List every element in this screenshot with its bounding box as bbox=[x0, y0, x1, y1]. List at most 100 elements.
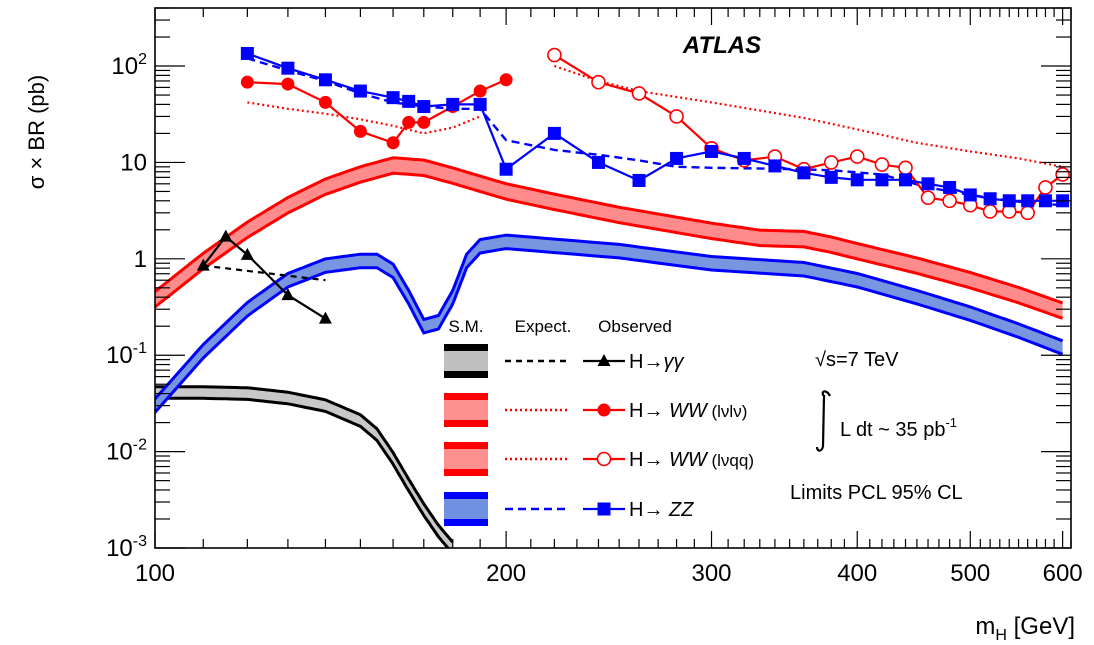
expected-line-h-ww-l-l bbox=[247, 101, 481, 135]
y-tick-label: 10 bbox=[120, 149, 147, 176]
observed-point-h-ww-l-qq bbox=[823, 155, 839, 170]
observed-point-h-zz bbox=[850, 173, 864, 187]
sm-band-lower-h-zz bbox=[155, 247, 1064, 414]
legend-label: H→γγ bbox=[629, 351, 684, 373]
legend-sm-swatch-fill bbox=[444, 449, 488, 469]
observed-point-h-ww-l-qq bbox=[1038, 180, 1053, 195]
legend-header-s-m: S.M. bbox=[449, 317, 484, 336]
observed-point-h-ww-l-l bbox=[386, 136, 400, 150]
expected-line-h bbox=[203, 264, 326, 282]
plot-frame bbox=[154, 7, 1072, 549]
observed-point-h-zz bbox=[473, 97, 487, 111]
observed-point-h-zz bbox=[899, 173, 913, 187]
observed-point-h-zz bbox=[499, 162, 513, 176]
legend-sm-swatch-fill bbox=[444, 351, 488, 371]
observed-point-h-zz bbox=[632, 173, 646, 187]
observed-point-h-ww-l-qq bbox=[942, 193, 957, 209]
observed-point-h-zz bbox=[547, 126, 561, 140]
limits-annotation: Limits PCL 95% CL bbox=[790, 482, 963, 504]
observed-point-h-ww-l-l bbox=[473, 84, 487, 98]
observed-point-h-ww-l-l bbox=[402, 115, 416, 129]
observed-point-h-zz bbox=[983, 192, 997, 206]
legend-sm-swatch-fill bbox=[444, 400, 488, 420]
legend-observed-marker bbox=[597, 502, 611, 516]
observed-point-h-ww-l-qq bbox=[669, 109, 684, 124]
observed-point-h-zz bbox=[737, 151, 751, 165]
expected-line-h-zz bbox=[247, 57, 1063, 207]
x-axis-label: mH [GeV] bbox=[975, 613, 1075, 644]
observed-point-h-ww-l-l bbox=[353, 124, 367, 138]
x-tick-label: 400 bbox=[837, 560, 877, 587]
observed-point-h-zz bbox=[705, 144, 719, 158]
sm-band-h bbox=[155, 386, 453, 548]
x-tick-label: 500 bbox=[950, 560, 990, 587]
y-tick-label: 102 bbox=[111, 51, 147, 80]
legend-label: H→ WW (lνqq) bbox=[629, 449, 754, 471]
y-tick-label: 10-2 bbox=[106, 437, 147, 466]
y-tick-label: 10-1 bbox=[106, 340, 147, 369]
sm-band-lower-h-ww bbox=[155, 171, 1064, 320]
observed-point-h-zz bbox=[768, 159, 782, 173]
observed-point-h-zz bbox=[281, 61, 295, 75]
x-tick-label: 600 bbox=[1043, 560, 1083, 587]
y-axis-label: σ × BR (pb) bbox=[24, 75, 49, 189]
observed-point-h-ww-l-l bbox=[499, 73, 513, 87]
observed-point-h-ww-l-l bbox=[240, 75, 254, 89]
observed-point-h-zz bbox=[353, 84, 367, 98]
sm-band-upper-h-zz bbox=[155, 233, 1064, 400]
observed-point-h-ww-l-l bbox=[281, 77, 295, 91]
observed-point-h-ww-l-qq bbox=[1055, 167, 1070, 182]
legend-observed-marker bbox=[597, 354, 611, 366]
y-tick-label: 10-3 bbox=[106, 533, 147, 562]
observed-point-h-zz bbox=[1002, 194, 1016, 208]
legend-label: H→ ZZ bbox=[629, 499, 694, 521]
observed-point-h-zz bbox=[1038, 194, 1052, 208]
legend-observed-marker bbox=[596, 451, 612, 467]
observed-point-h-zz bbox=[1021, 194, 1035, 208]
sm-band-upper-h-ww bbox=[155, 156, 1064, 305]
luminosity-annotation: L dt ~ 35 pb-1 bbox=[840, 415, 957, 441]
legend-sm-swatch-fill bbox=[444, 499, 488, 519]
sm-band-upper-h bbox=[155, 385, 454, 544]
observed-point-h-ww-l-l bbox=[417, 115, 431, 129]
observed-point-h-ww-l-qq bbox=[1020, 205, 1035, 221]
observed-point-h-zz bbox=[921, 177, 935, 191]
x-tick-label: 300 bbox=[691, 560, 731, 587]
sm-band-lower-h bbox=[155, 396, 450, 548]
legend-header-expect: Expect. bbox=[515, 317, 572, 336]
observed-point-h-zz bbox=[670, 151, 684, 165]
observed-point-h-zz bbox=[417, 100, 431, 114]
observed-point-h bbox=[281, 288, 295, 301]
observed-point-h bbox=[318, 311, 332, 324]
observed-point-h-zz bbox=[943, 180, 957, 194]
observed-line-h-ww-l-qq bbox=[553, 54, 1064, 214]
observed-line-h-ww-l-l bbox=[247, 78, 507, 145]
legend-header-observed: Observed bbox=[598, 317, 672, 336]
observed-point-h-zz bbox=[963, 188, 977, 202]
observed-point-h bbox=[196, 258, 210, 271]
observed-point-h-zz bbox=[797, 166, 811, 180]
sm-band-h-zz bbox=[155, 235, 1063, 413]
integral-sign-icon bbox=[815, 390, 831, 452]
energy-annotation: √s=7 TeV bbox=[815, 349, 899, 371]
legend-observed-marker bbox=[597, 403, 611, 417]
x-tick-label: 100 bbox=[135, 560, 175, 587]
observed-point-h-zz bbox=[446, 97, 460, 111]
observed-point-h-zz bbox=[875, 173, 889, 187]
observed-point-h-ww-l-qq bbox=[982, 204, 998, 219]
observed-point-h-zz bbox=[386, 91, 400, 105]
observed-point-h bbox=[219, 229, 233, 242]
observed-point-h-ww-l-l bbox=[318, 95, 332, 109]
observed-point-h-zz bbox=[591, 155, 605, 169]
observed-point-h-zz bbox=[402, 94, 416, 108]
observed-point-h-ww-l-qq bbox=[849, 149, 865, 164]
observed-point-h-zz bbox=[824, 170, 838, 184]
observed-point-h-ww-l-qq bbox=[898, 160, 913, 176]
chart-title: ATLAS bbox=[682, 32, 761, 59]
y-tick-label: 1 bbox=[134, 246, 147, 273]
observed-point-h-ww-l-qq bbox=[631, 86, 647, 101]
observed-point-h-ww-l-qq bbox=[874, 157, 890, 172]
observed-point-h-zz bbox=[318, 73, 332, 87]
observed-point-h-ww-l-qq bbox=[920, 190, 936, 206]
